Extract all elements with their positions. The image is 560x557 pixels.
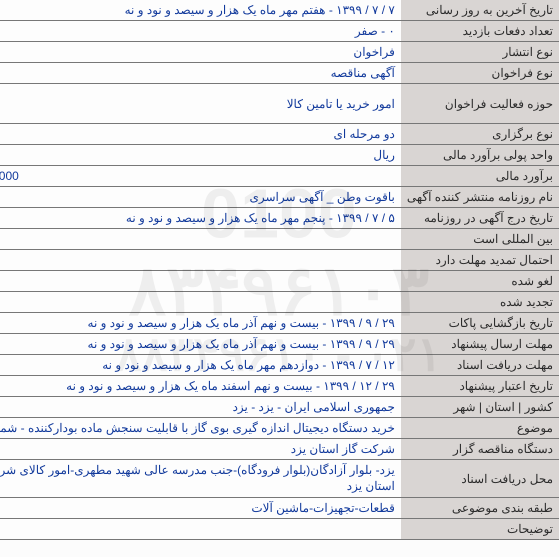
row-label: لغو شده (402, 271, 560, 292)
row-label: موضوع (402, 418, 560, 439)
row-label: نوع فراخوان (402, 63, 560, 84)
row-value (0, 271, 402, 292)
row-value: فراخوان (0, 42, 402, 63)
row-value: ۲۹ / ۱۲ / ۱۳۹۹ - بیست و نهم اسفند ماه یک… (0, 376, 402, 397)
row-label: مهلت ارسال پیشنهاد (402, 334, 560, 355)
row-value (0, 250, 402, 271)
table-row: تاریخ درج آگهی در روزنامه۵ / ۷ / ۱۳۹۹ - … (0, 208, 560, 229)
row-value: ۲۹ / ۹ / ۱۳۹۹ - بیست و نهم آذر ماه یک هز… (0, 334, 402, 355)
table-row: کشور | استان | شهرجمهوری اسلامی ایران - … (0, 397, 560, 418)
table-row: تاریخ بازگشایی پاکات۲۹ / ۹ / ۱۳۹۹ - بیست… (0, 313, 560, 334)
row-label: کشور | استان | شهر (402, 397, 560, 418)
table-row: نام روزنامه منتشر کننده آگهیباقوت وطن _ … (0, 187, 560, 208)
row-value: خرید دستگاه دیجیتال اندازه گیری بوی گاز … (0, 418, 402, 439)
table-row: تاریخ اعتبار پیشنهاد۲۹ / ۱۲ / ۱۳۹۹ - بیس… (0, 376, 560, 397)
table-row: احتمال تمدید مهلت دارد (0, 250, 560, 271)
row-label: دستگاه مناقصه گزار (402, 439, 560, 460)
row-value (0, 519, 402, 540)
table-row: حوزه فعالیت فراخوانامور خرید یا تامین کا… (0, 84, 560, 124)
table-row: بین المللی است (0, 229, 560, 250)
table-row: واحد پولی برآورد مالیریال (0, 145, 560, 166)
row-label: توضیحات (402, 519, 560, 540)
row-value: ۵ / ۷ / ۱۳۹۹ - پنجم مهر ماه یک هزار و سی… (0, 208, 402, 229)
row-label: محل دریافت اسناد (402, 460, 560, 498)
row-value: 6000000000 (0, 166, 402, 187)
row-label: تاریخ اعتبار پیشنهاد (402, 376, 560, 397)
row-label: تاریخ درج آگهی در روزنامه (402, 208, 560, 229)
row-label: طبقه بندی موضوعی (402, 498, 560, 519)
table-row: دستگاه مناقصه گزارشرکت گاز استان یزد (0, 439, 560, 460)
table-row: تعداد دفعات بازدید۰ - صفر (0, 21, 560, 42)
row-label: نوع انتشار (402, 42, 560, 63)
row-value: دو مرحله ای (0, 124, 402, 145)
row-value: یزد- بلوار آزادگان(بلوار فرودگاه)-جنب مد… (0, 460, 402, 498)
row-label: تاریخ بازگشایی پاکات (402, 313, 560, 334)
table-row: توضیحات (0, 519, 560, 540)
row-label: واحد پولی برآورد مالی (402, 145, 560, 166)
table-row: موضوعخرید دستگاه دیجیتال اندازه گیری بوی… (0, 418, 560, 439)
row-label: حوزه فعالیت فراخوان (402, 84, 560, 124)
table-row: نوع برگزاریدو مرحله ای (0, 124, 560, 145)
row-label: تعداد دفعات بازدید (402, 21, 560, 42)
table-row: طبقه بندی موضوعیقطعات-تجهیزات-ماشین آلات (0, 498, 560, 519)
row-label: نوع برگزاری (402, 124, 560, 145)
row-value: ریال (0, 145, 402, 166)
row-value: امور خرید یا تامین کالا (0, 84, 402, 124)
details-table: تاریخ آخرین به روز رسانی۷ / ۷ / ۱۳۹۹ - ه… (0, 0, 560, 540)
row-value (0, 292, 402, 313)
row-value: ۱۲ / ۷ / ۱۳۹۹ - دوازدهم مهر ماه یک هزار … (0, 355, 402, 376)
row-value: آگهی مناقصه (0, 63, 402, 84)
table-row: مهلت ارسال پیشنهاد۲۹ / ۹ / ۱۳۹۹ - بیست و… (0, 334, 560, 355)
table-row: برآورد مالی6000000000 (0, 166, 560, 187)
row-label: تاریخ آخرین به روز رسانی (402, 0, 560, 21)
row-value: ۷ / ۷ / ۱۳۹۹ - هفتم مهر ماه یک هزار و سی… (0, 0, 402, 21)
row-value (0, 229, 402, 250)
row-label: نام روزنامه منتشر کننده آگهی (402, 187, 560, 208)
row-label: برآورد مالی (402, 166, 560, 187)
row-label: بین المللی است (402, 229, 560, 250)
table-row: نوع فراخوانآگهی مناقصه (0, 63, 560, 84)
row-label: احتمال تمدید مهلت دارد (402, 250, 560, 271)
table-row: مهلت دریافت اسناد۱۲ / ۷ / ۱۳۹۹ - دوازدهم… (0, 355, 560, 376)
row-label: مهلت دریافت اسناد (402, 355, 560, 376)
row-value: ۰ - صفر (0, 21, 402, 42)
table-row: نوع انتشارفراخوان (0, 42, 560, 63)
table-row: محل دریافت اسنادیزد- بلوار آزادگان(بلوار… (0, 460, 560, 498)
table-row: لغو شده (0, 271, 560, 292)
table-row: تاریخ آخرین به روز رسانی۷ / ۷ / ۱۳۹۹ - ه… (0, 0, 560, 21)
row-value: قطعات-تجهیزات-ماشین آلات (0, 498, 402, 519)
row-value: باقوت وطن _ آگهی سراسری (0, 187, 402, 208)
row-value: ۲۹ / ۹ / ۱۳۹۹ - بیست و نهم آذر ماه یک هز… (0, 313, 402, 334)
row-value: جمهوری اسلامی ایران - یزد - یزد (0, 397, 402, 418)
table-row: تجدید شده (0, 292, 560, 313)
row-value: شرکت گاز استان یزد (0, 439, 402, 460)
row-label: تجدید شده (402, 292, 560, 313)
